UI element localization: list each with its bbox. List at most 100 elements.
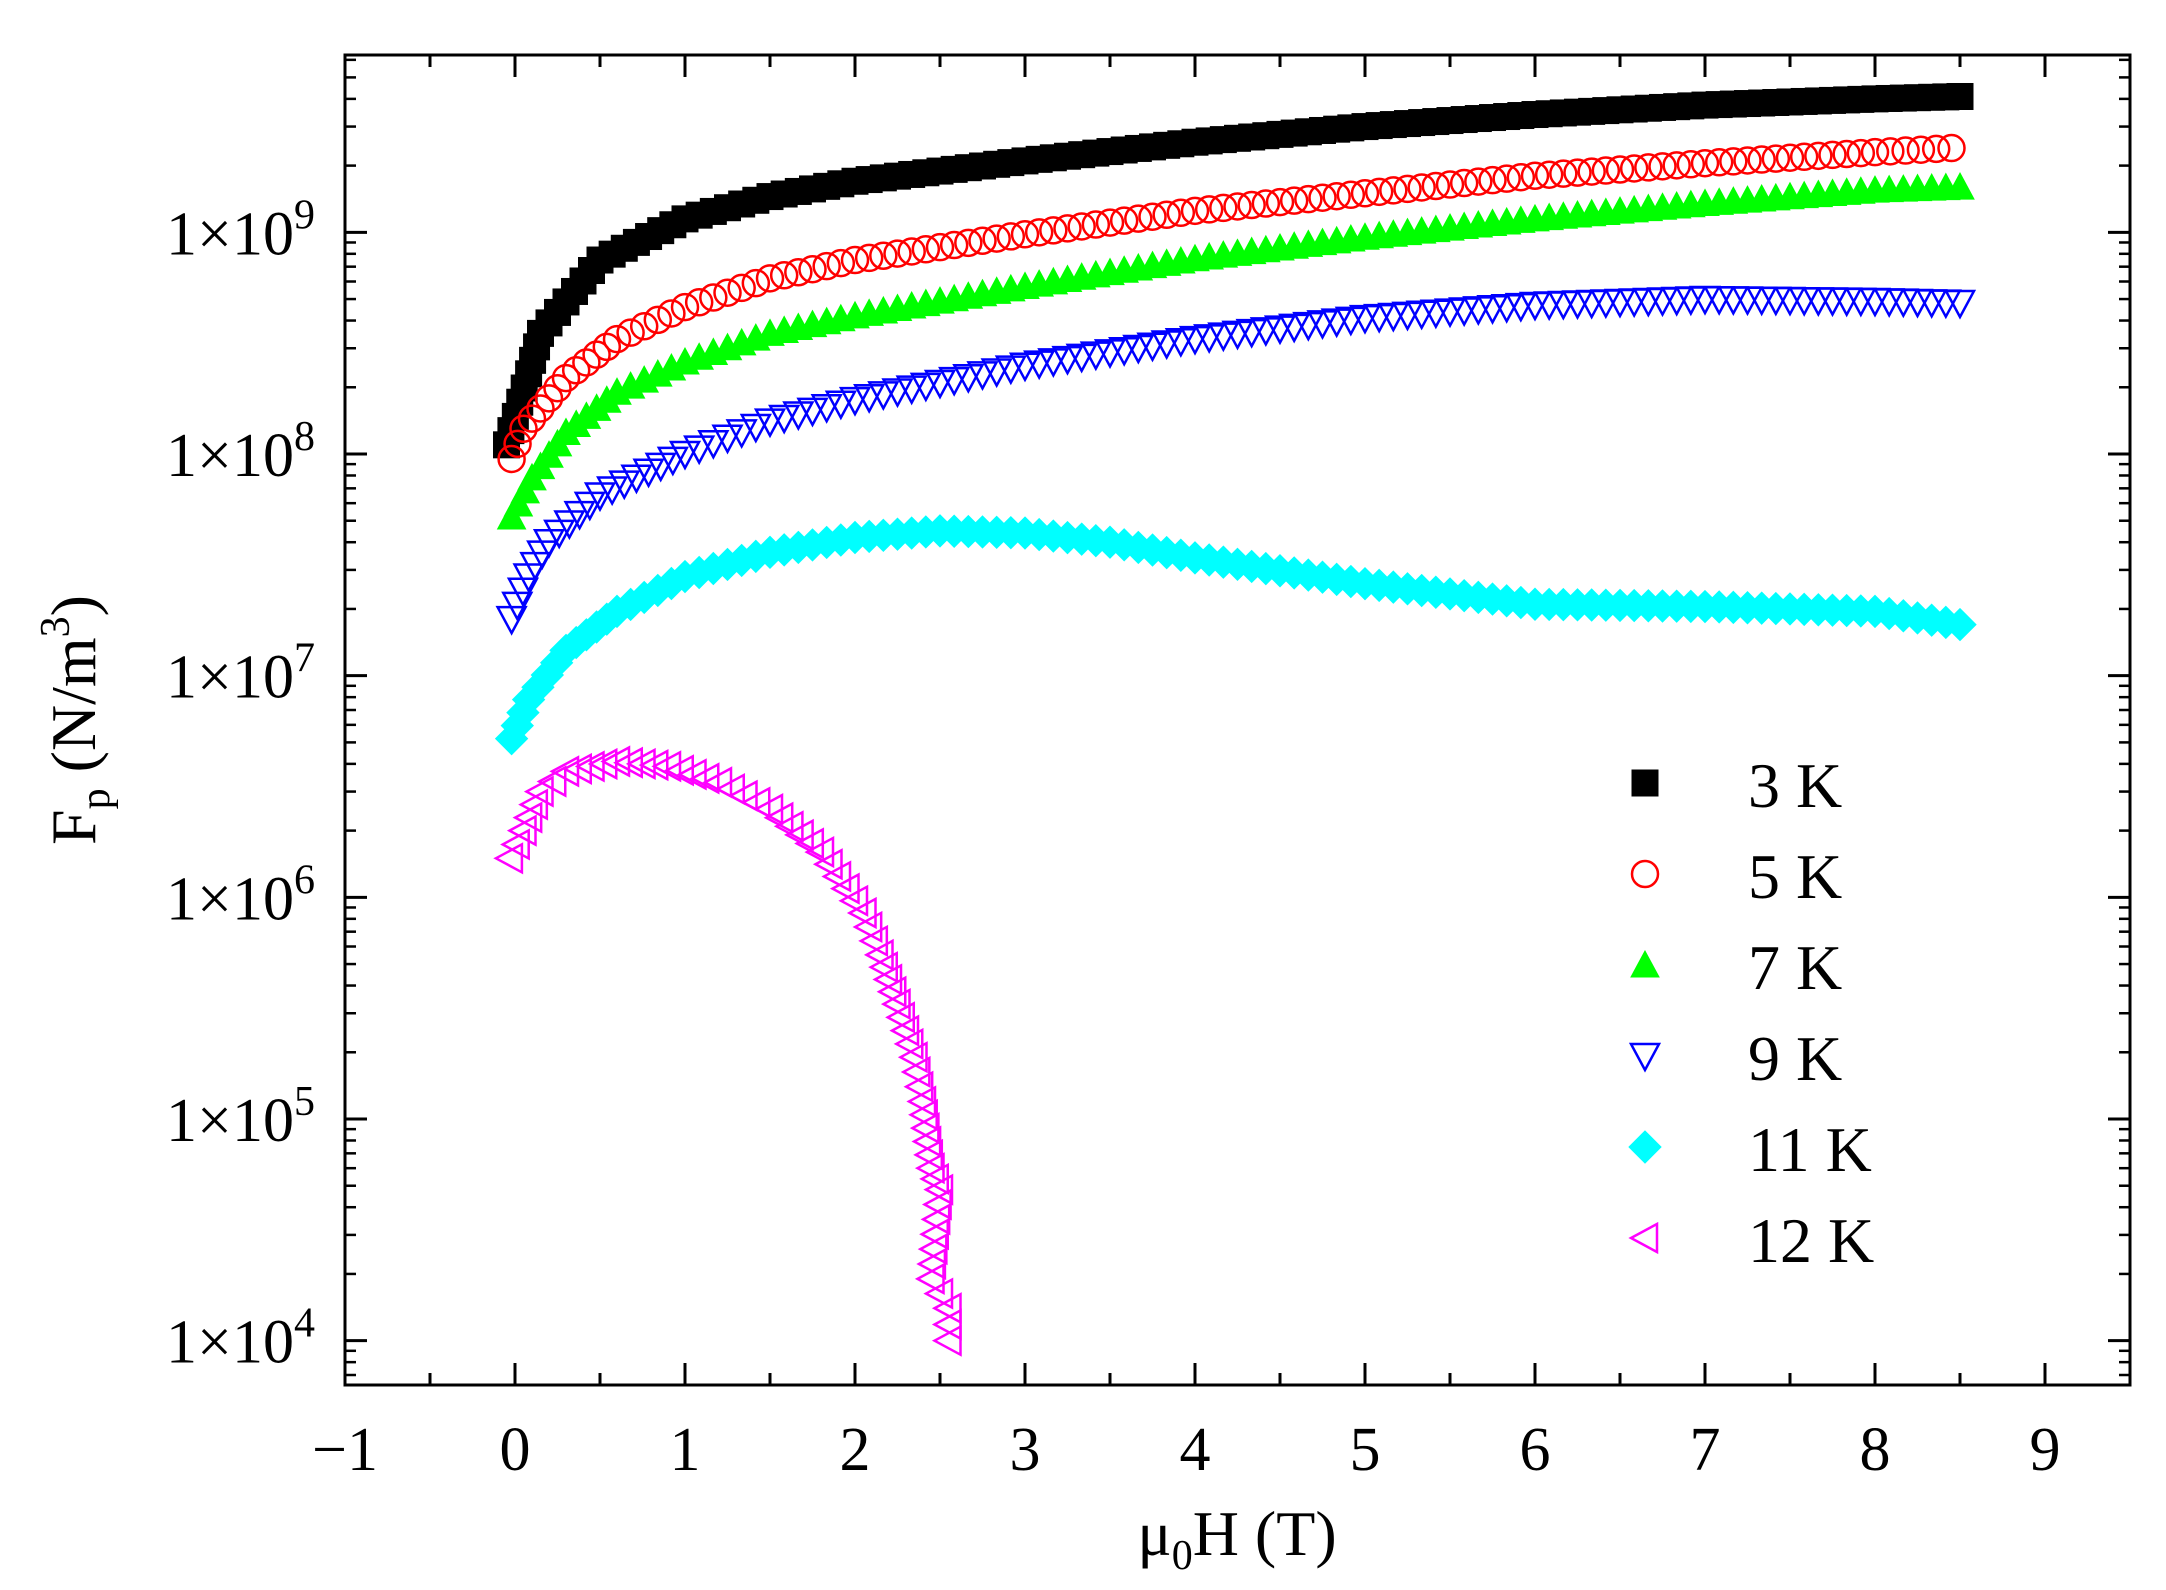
data-point xyxy=(1010,220,1040,249)
data-point xyxy=(517,404,547,433)
data-point xyxy=(931,1292,962,1325)
data-point xyxy=(840,245,870,275)
legend-label: 12 K xyxy=(1748,1205,1874,1276)
series-12k xyxy=(493,745,962,1357)
data-point xyxy=(1024,218,1054,247)
data-point xyxy=(923,1277,954,1310)
data-point xyxy=(1391,301,1424,332)
data-point xyxy=(1646,287,1679,318)
y-tick-label: 1×104 xyxy=(166,1301,315,1377)
data-point xyxy=(561,356,591,385)
data-point xyxy=(1860,137,1890,167)
data-point xyxy=(914,1262,945,1295)
data-point xyxy=(1747,145,1776,174)
data-point xyxy=(853,384,886,414)
data-point xyxy=(1081,210,1111,239)
data-point xyxy=(1761,144,1791,173)
data-point xyxy=(592,332,622,362)
data-point xyxy=(1124,204,1153,233)
data-point xyxy=(938,366,971,397)
data-point xyxy=(769,261,799,290)
data-point xyxy=(1549,159,1578,188)
data-point xyxy=(838,884,869,917)
data-point xyxy=(909,372,942,403)
data-point xyxy=(1534,160,1564,189)
data-point xyxy=(939,230,969,260)
data-point xyxy=(1605,155,1635,184)
data-point xyxy=(1577,157,1606,186)
data-points xyxy=(493,82,1977,1357)
x-tick-label: −1 xyxy=(312,1416,378,1484)
data-point xyxy=(1449,168,1479,198)
data-point xyxy=(1818,140,1847,170)
y-tick-label: 1×106 xyxy=(166,857,315,933)
data-point xyxy=(1789,142,1819,172)
data-point xyxy=(1937,133,1966,163)
data-point xyxy=(1405,300,1438,331)
y-tick-label: 1×109 xyxy=(166,192,315,268)
data-point xyxy=(1773,286,1807,317)
data-point xyxy=(727,273,756,303)
data-point xyxy=(880,987,911,1021)
data-point xyxy=(900,1055,931,1089)
data-point xyxy=(895,375,928,406)
data-point xyxy=(897,1041,928,1074)
data-point xyxy=(1407,173,1436,202)
data-point xyxy=(1435,170,1465,199)
data-point xyxy=(1731,286,1764,317)
y-tick-label: 1×107 xyxy=(166,636,315,712)
data-point xyxy=(1619,154,1649,183)
data-point xyxy=(600,745,631,778)
legend-marker xyxy=(1630,859,1660,889)
data-point xyxy=(885,1001,915,1034)
legend-label: 3 K xyxy=(1748,750,1842,821)
data-point xyxy=(697,429,730,460)
data-point xyxy=(1393,174,1422,204)
data-point xyxy=(883,239,912,268)
data-point xyxy=(526,394,555,423)
data-point xyxy=(1921,134,1951,164)
data-point xyxy=(1832,139,1861,169)
data-point xyxy=(1350,179,1380,208)
data-point xyxy=(1788,286,1821,317)
legend-marker xyxy=(1628,1130,1662,1164)
data-point xyxy=(509,414,538,443)
data-point xyxy=(1504,292,1537,323)
data-point xyxy=(1733,146,1762,175)
data-point xyxy=(1915,289,1948,319)
y-tick-label: 1×108 xyxy=(166,414,315,490)
legend: 3 K 5 K 7 K 9 K 11 K 12 K xyxy=(1628,750,1874,1276)
data-point xyxy=(1506,162,1536,192)
x-tick-label: 9 xyxy=(2030,1416,2061,1484)
data-point xyxy=(994,355,1027,386)
data-point xyxy=(982,224,1011,253)
data-point xyxy=(1223,192,1252,221)
data-point xyxy=(1520,161,1550,190)
legend-label: 7 K xyxy=(1748,932,1842,1003)
data-point xyxy=(574,750,605,783)
data-point xyxy=(1901,288,1934,319)
data-point xyxy=(931,1324,962,1357)
data-point xyxy=(500,828,530,861)
legend-label: 9 K xyxy=(1748,1023,1842,1094)
data-point xyxy=(1703,285,1736,316)
data-point xyxy=(638,749,669,782)
data-point xyxy=(804,835,835,869)
data-point xyxy=(1648,152,1677,181)
data-point xyxy=(925,232,955,262)
data-point xyxy=(881,378,914,409)
series-7k xyxy=(496,172,1975,530)
data-point xyxy=(1109,206,1139,235)
data-point xyxy=(1662,151,1691,180)
data-point xyxy=(699,283,728,312)
data-point xyxy=(897,237,926,266)
data-point xyxy=(551,363,581,393)
data-point xyxy=(893,1027,924,1061)
data-point xyxy=(553,510,586,541)
data-point xyxy=(1138,202,1167,231)
data-point xyxy=(562,752,592,786)
data-point xyxy=(1634,153,1663,182)
data-point xyxy=(1462,296,1495,327)
data-point xyxy=(954,228,983,258)
